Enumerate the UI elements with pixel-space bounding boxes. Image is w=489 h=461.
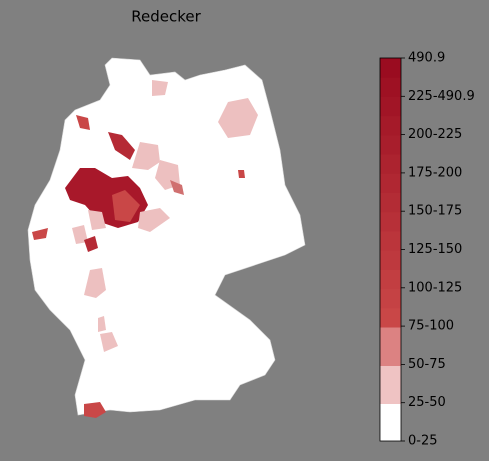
colorbar-segment bbox=[380, 288, 401, 309]
region bbox=[32, 228, 48, 240]
region bbox=[238, 170, 245, 178]
region bbox=[98, 316, 106, 332]
region bbox=[112, 190, 140, 222]
region bbox=[170, 180, 184, 195]
colorbar: 0-25 25-50 50-75 75-100 100-125 125-150 150-17… bbox=[379, 51, 475, 449]
colorbar-segment bbox=[380, 154, 401, 174]
region bbox=[138, 208, 170, 232]
colorbar-segment bbox=[380, 327, 401, 366]
region bbox=[218, 98, 258, 138]
colorbar-label: 225-490.9 bbox=[408, 89, 475, 104]
colorbar-label: 125-150 bbox=[408, 242, 462, 257]
colorbar-label: 200-225 bbox=[408, 127, 462, 142]
region bbox=[84, 236, 98, 252]
colorbar-segment bbox=[380, 211, 401, 232]
map-title: Redecker bbox=[131, 8, 201, 26]
colorbar-segment bbox=[380, 115, 401, 136]
colorbar-segment bbox=[380, 77, 401, 97]
colorbar-segment bbox=[380, 269, 401, 290]
colorbar-label: 75-100 bbox=[408, 319, 454, 334]
colorbar-label: 0-25 bbox=[408, 434, 438, 449]
colorbar-segment bbox=[380, 250, 401, 270]
colorbar-segment bbox=[380, 366, 401, 404]
colorbar-segment bbox=[380, 307, 401, 328]
region bbox=[100, 332, 118, 352]
colorbar-label: 175-200 bbox=[408, 165, 462, 180]
region bbox=[72, 225, 88, 244]
colorbar-segment bbox=[380, 96, 401, 117]
colorbar-segment bbox=[380, 404, 401, 441]
colorbar-segment bbox=[380, 230, 401, 251]
region bbox=[132, 142, 160, 170]
colorbar-label: 150-175 bbox=[408, 204, 462, 219]
colorbar-label: 50-75 bbox=[408, 357, 446, 372]
region bbox=[152, 80, 168, 96]
region bbox=[84, 402, 106, 418]
colorbar-label: 490.9 bbox=[408, 51, 445, 66]
germany-map bbox=[27, 57, 306, 418]
colorbar-label: 100-125 bbox=[408, 280, 462, 295]
colorbar-segment bbox=[380, 58, 401, 78]
region bbox=[88, 210, 106, 230]
colorbar-label: 25-50 bbox=[408, 395, 446, 410]
country-outline bbox=[27, 57, 306, 416]
region bbox=[84, 268, 106, 298]
region bbox=[108, 132, 135, 160]
colorbar-segment bbox=[380, 134, 401, 155]
colorbar-segment bbox=[380, 192, 401, 213]
region bbox=[76, 115, 90, 130]
colorbar-segment bbox=[380, 173, 401, 193]
